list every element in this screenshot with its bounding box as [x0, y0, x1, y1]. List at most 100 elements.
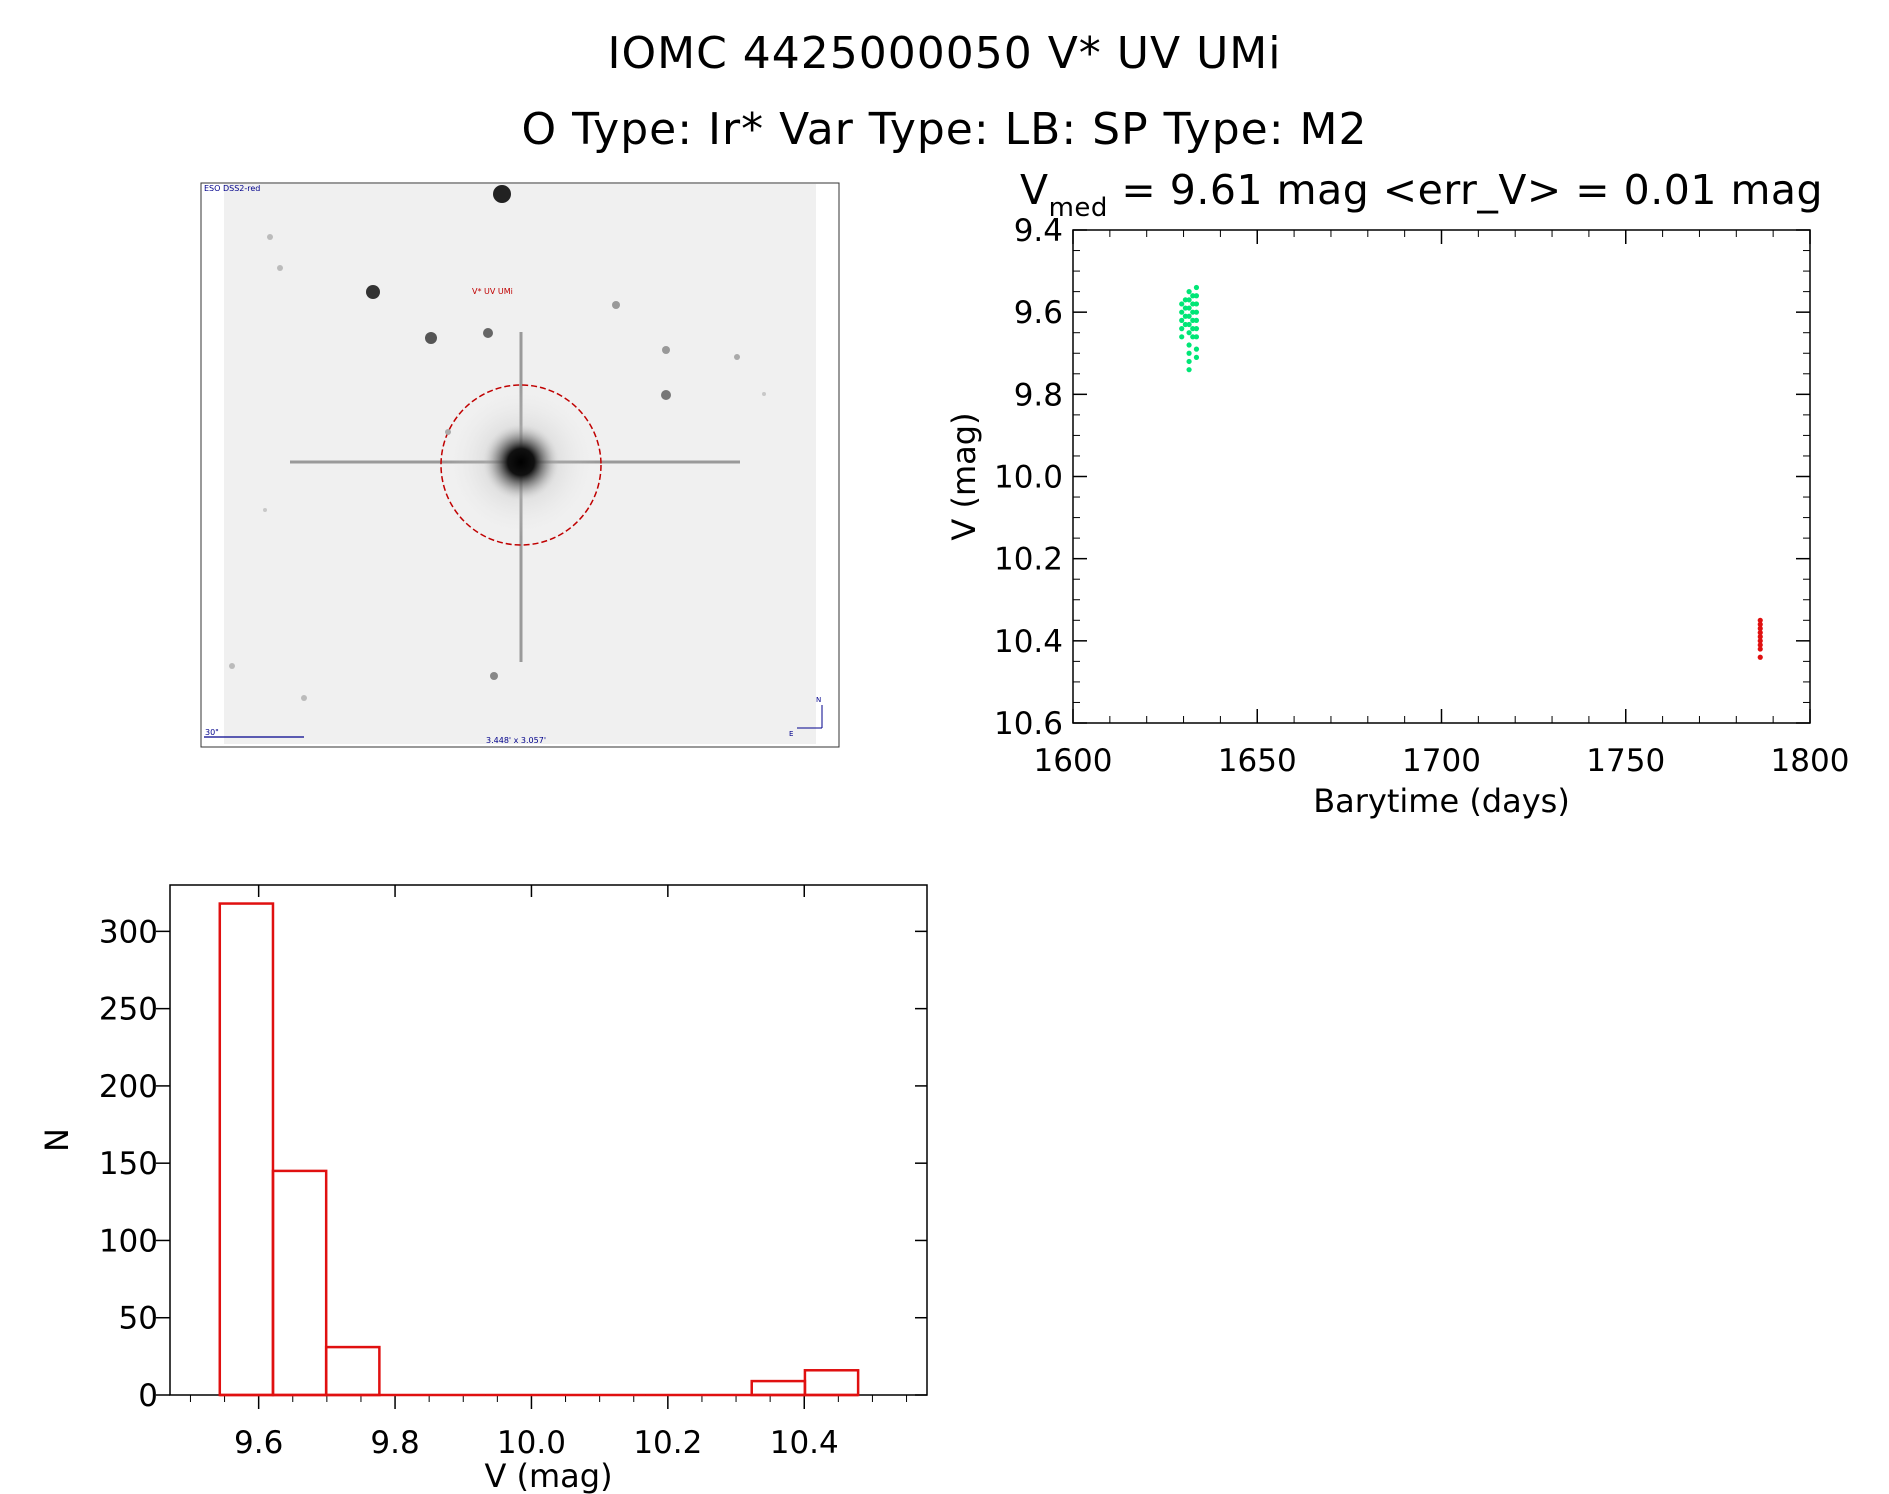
finder-frame [200, 182, 840, 748]
data-point [1186, 350, 1192, 356]
field-star [490, 672, 498, 680]
data-point [1182, 321, 1188, 328]
data-point [1190, 326, 1196, 332]
y-tick-label: 250 [99, 992, 158, 1028]
field-star [734, 354, 740, 360]
data-point [1193, 346, 1200, 352]
y-tick-label: 10.6 [994, 706, 1063, 742]
data-point [1193, 284, 1200, 291]
data-point [1757, 646, 1763, 652]
plot-frame [1072, 229, 1811, 724]
med-subscript: med [1048, 193, 1108, 223]
data-point [1757, 625, 1763, 632]
field-star [425, 332, 437, 344]
data-point [1182, 297, 1188, 303]
y-tick-label: 10.2 [994, 542, 1063, 578]
data-point [1193, 354, 1200, 360]
data-point [1757, 642, 1763, 648]
x-axis-label: V (mag) [484, 1457, 612, 1494]
field-star [661, 390, 671, 400]
lightcurve-title: Vmed = 9.61 mag <err_V> = 0.01 mag [1020, 166, 1823, 223]
data-point [1186, 305, 1192, 311]
target-circle [440, 384, 602, 546]
field-star [229, 663, 235, 669]
data-point [1757, 630, 1763, 636]
x-tick-label: 1650 [1218, 743, 1297, 779]
field-star [263, 508, 267, 512]
data-point [1190, 317, 1196, 323]
v-symbol: V [1020, 166, 1049, 214]
north-label: N [816, 696, 821, 704]
histogram-bar [218, 902, 275, 1397]
data-point [1182, 313, 1188, 319]
x-axis-label: Barytime (days) [1313, 782, 1570, 820]
x-tick-label: 10.2 [633, 1425, 702, 1461]
data-point [1186, 342, 1192, 348]
y-tick-label: 300 [99, 914, 158, 950]
y-tick-label: 0 [138, 1378, 158, 1414]
x-tick-label: 10.4 [770, 1425, 839, 1461]
data-point [1186, 297, 1192, 303]
y-tick-label: 9.6 [1014, 295, 1063, 331]
data-point [1757, 654, 1763, 660]
y-tick-label: 50 [119, 1301, 158, 1337]
data-point [1179, 326, 1185, 332]
x-tick-label: 9.8 [370, 1425, 419, 1461]
data-point [1190, 301, 1196, 307]
data-point [1193, 301, 1200, 307]
bright-star [483, 424, 559, 500]
field-star [366, 285, 380, 299]
object-label: V* UV UMi [472, 287, 513, 296]
y-tick-label: 200 [99, 1069, 158, 1105]
histogram-bar [750, 1379, 807, 1397]
data-point [1186, 313, 1192, 319]
y-axis-label: N [38, 1128, 76, 1152]
histogram-bar [271, 1169, 328, 1397]
field-star [483, 328, 493, 338]
data-point [1186, 321, 1192, 328]
figure-title: IOMC 4425000050 V* UV UMi [607, 28, 1282, 79]
scale-label: 30" [205, 728, 219, 737]
field-star [445, 429, 451, 435]
field-star [612, 301, 620, 309]
x-tick-label: 9.6 [234, 1425, 283, 1461]
data-point [1190, 334, 1196, 340]
x-tick-label: 1700 [1402, 743, 1481, 779]
data-point [1193, 309, 1200, 315]
data-point [1757, 621, 1763, 628]
field-star [267, 234, 273, 240]
data-point [1179, 309, 1185, 315]
plot-frame [169, 884, 928, 1396]
field-star [762, 392, 766, 396]
data-point [1186, 330, 1192, 336]
survey-label: ESO DSS2-red [204, 184, 260, 193]
y-tick-label: 100 [99, 1223, 158, 1259]
y-tick-label: 9.8 [1014, 377, 1063, 413]
data-point [1193, 326, 1200, 332]
x-tick-label: 10.0 [497, 1425, 566, 1461]
data-point [1182, 305, 1188, 311]
x-tick-label: 1750 [1586, 743, 1665, 779]
data-point [1757, 617, 1763, 623]
data-point [1193, 334, 1200, 340]
data-point [1179, 317, 1185, 323]
field-star [301, 695, 307, 701]
finder-chart-image: ESO DSS2-red V* UV UMi 30" 3.448' x 3.05… [200, 182, 840, 748]
y-tick-label: 150 [99, 1146, 158, 1182]
field-star [277, 265, 283, 271]
field-star [493, 185, 511, 203]
data-point [1186, 289, 1192, 295]
data-point [1179, 301, 1185, 307]
east-label: E [789, 730, 793, 738]
data-point [1190, 293, 1196, 299]
data-point [1193, 293, 1200, 299]
histogram-bar [324, 1345, 381, 1397]
data-point [1186, 358, 1192, 365]
y-axis-label: V (mag) [945, 412, 983, 540]
data-point [1757, 634, 1763, 640]
field-star [662, 346, 670, 354]
object-types-line: O Type: Ir* Var Type: LB: SP Type: M2 [521, 104, 1368, 155]
y-tick-label: 10.0 [994, 460, 1063, 496]
lightcurve-stats: = 9.61 mag <err_V> = 0.01 mag [1107, 166, 1824, 214]
data-point [1193, 317, 1200, 323]
